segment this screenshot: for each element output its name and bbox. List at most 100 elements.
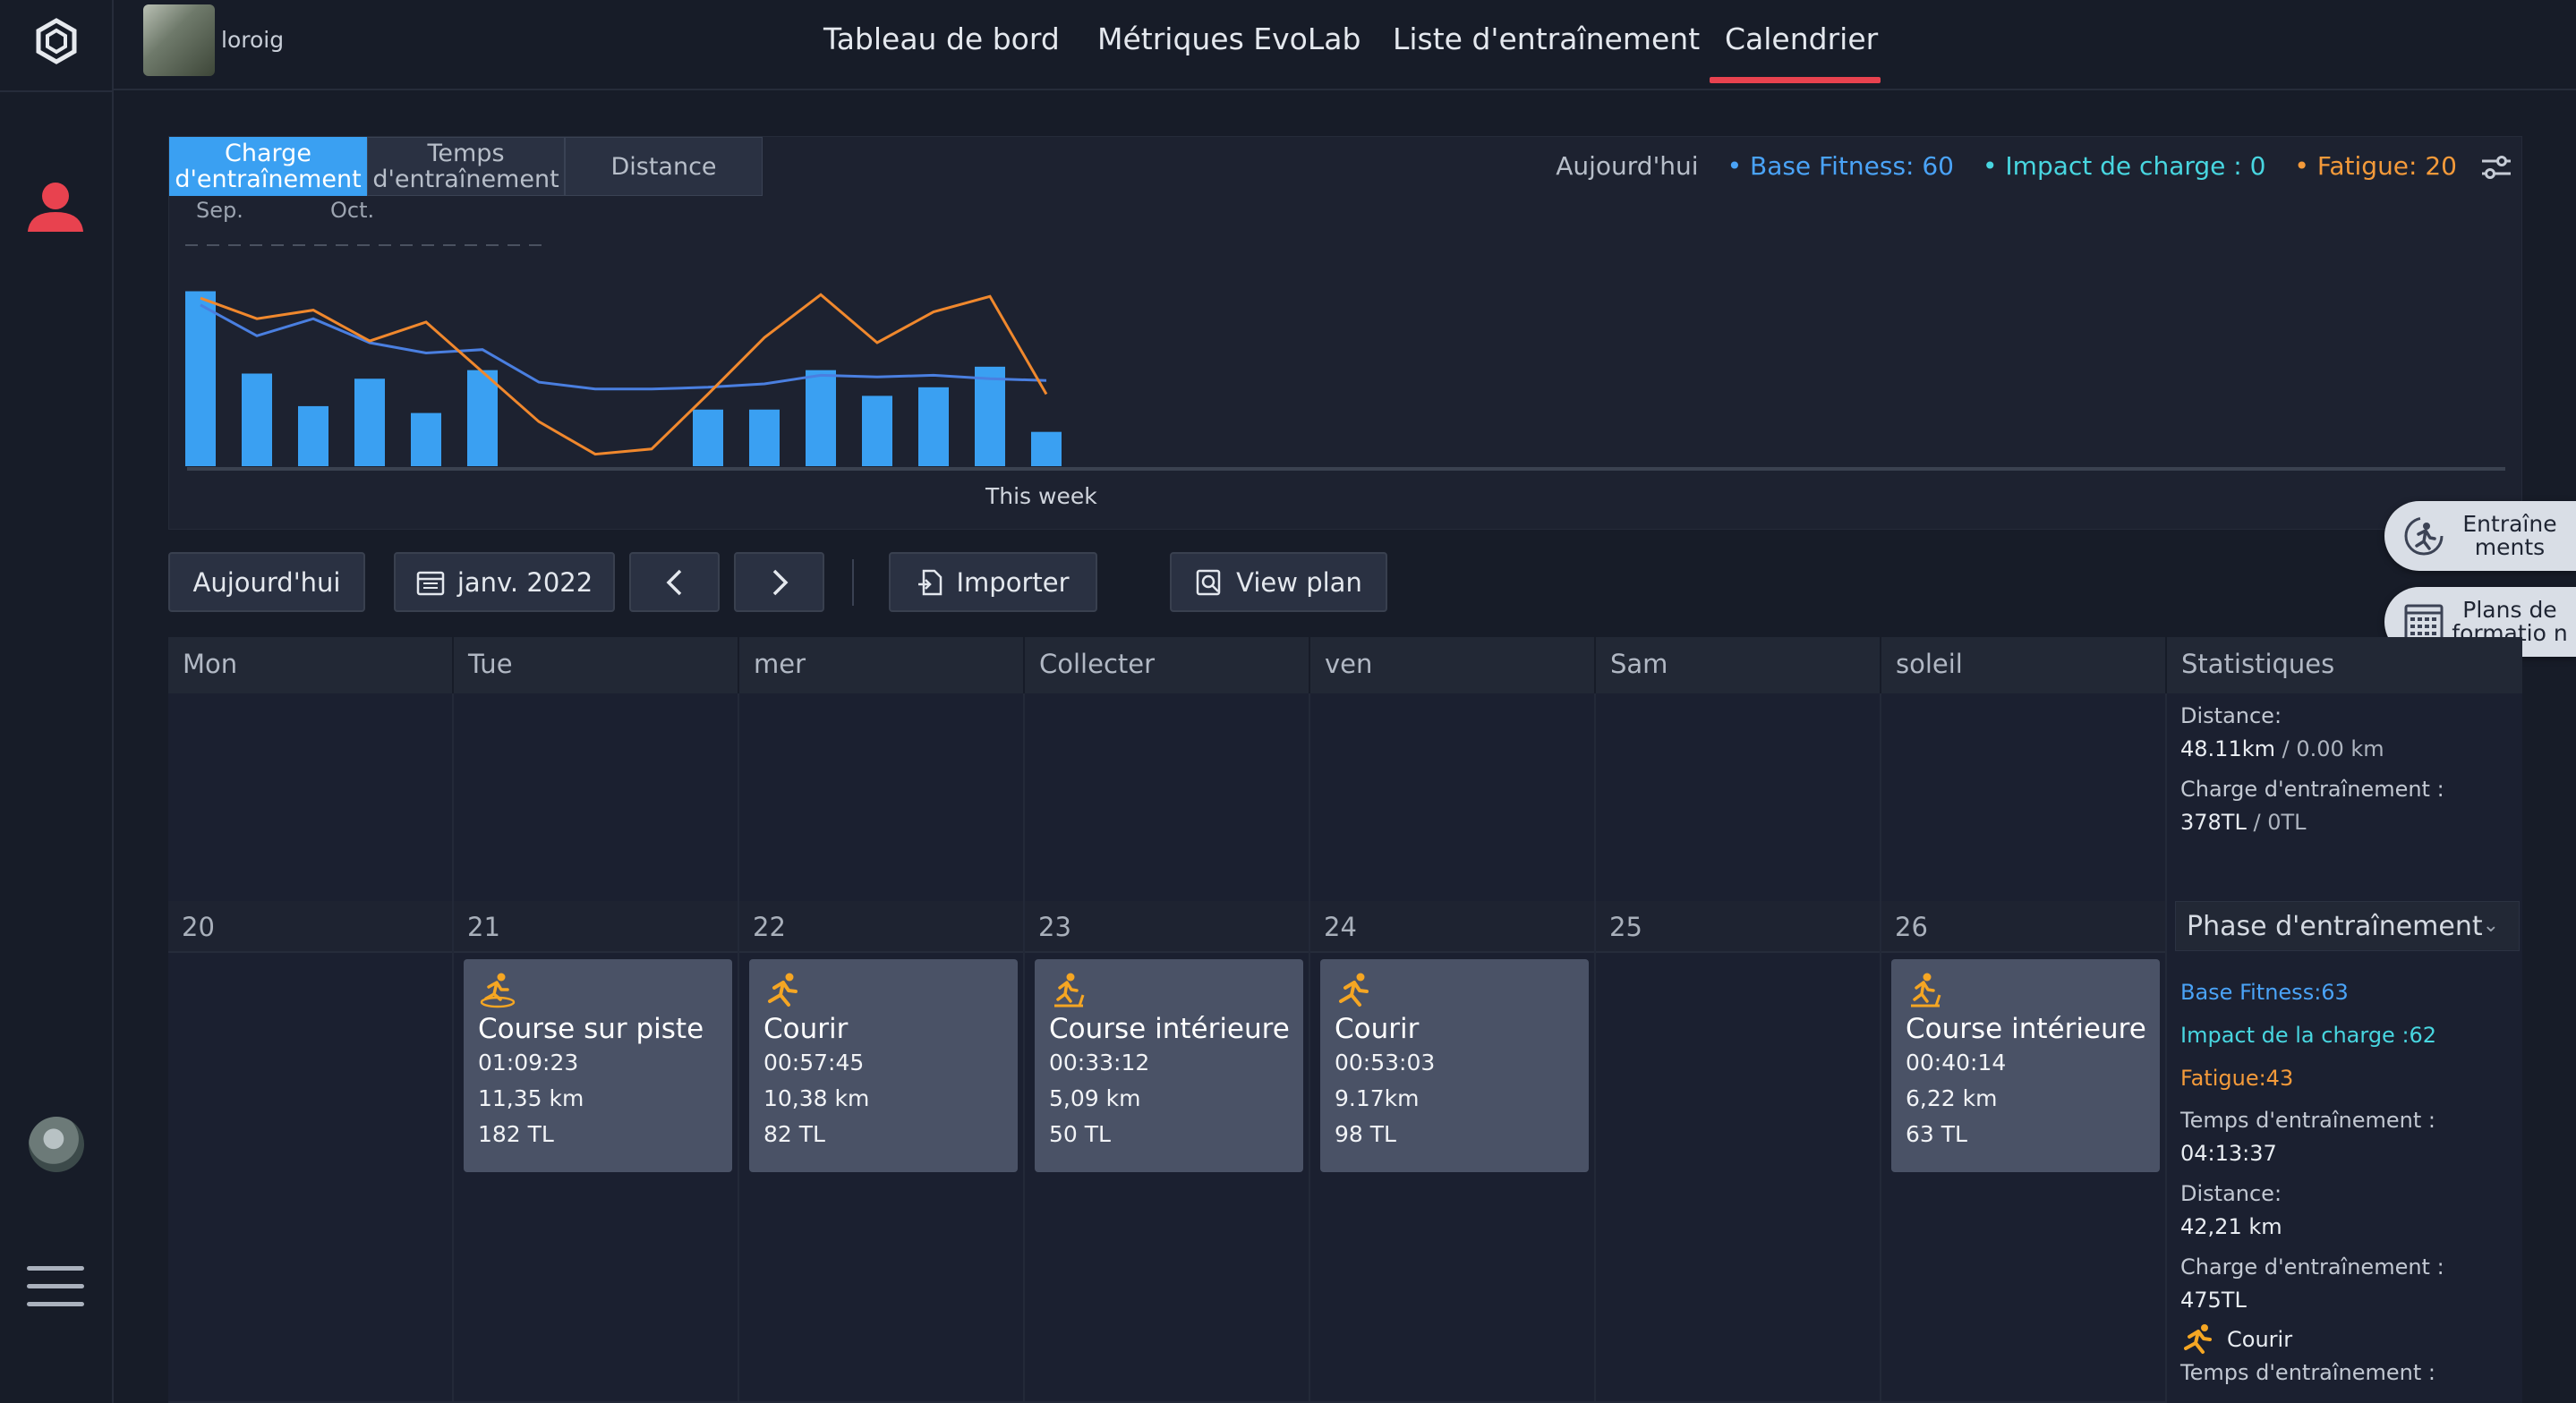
- stats-run-label: Courir: [2227, 1327, 2293, 1352]
- calendar-header-row: Mon Tue mer Collecter ven Sam soleil Sta…: [168, 637, 2522, 693]
- stats-load-actual: 378TL: [2180, 810, 2247, 835]
- previous-month-button[interactable]: [629, 552, 720, 612]
- activity-distance: 6,22 km: [1906, 1085, 1998, 1111]
- stats-base-fitness: Base Fitness:63: [2180, 980, 2349, 1005]
- activity-distance: 10,38 km: [763, 1085, 870, 1111]
- user-avatar[interactable]: [143, 4, 215, 76]
- chart-bar[interactable]: [242, 373, 272, 467]
- sidebar-divider: [0, 90, 114, 92]
- nav-tab-calendar[interactable]: Calendrier: [1725, 21, 1879, 56]
- chart-bar[interactable]: [918, 387, 949, 466]
- indoor-running-icon: [1911, 973, 1941, 1008]
- chevron-left-icon: [666, 569, 681, 595]
- training-load-chart-panel: Charge d'entraînement Temps d'entraîneme…: [168, 136, 2522, 530]
- chart-bar[interactable]: [806, 370, 836, 466]
- activity-duration: 00:57:45: [763, 1050, 865, 1076]
- activity-card[interactable]: Course intérieure 00:40:14 6,22 km 63 TL: [1891, 959, 2160, 1172]
- activity-load: 82 TL: [763, 1121, 825, 1147]
- chart-bar[interactable]: [467, 370, 498, 466]
- legend-today: Aujourd'hui: [1556, 151, 1699, 181]
- fatigue-line: [200, 293, 1048, 456]
- workouts-float-button[interactable]: Entraîne ments: [2384, 501, 2576, 571]
- avatar[interactable]: [29, 1117, 84, 1172]
- user-profile-icon[interactable]: [24, 176, 87, 239]
- activity-duration: 00:40:14: [1906, 1050, 2007, 1076]
- stats-distance-actual: 48.11km: [2180, 736, 2275, 761]
- day-number: 22: [753, 912, 786, 942]
- active-tab-indicator: [1710, 77, 1881, 83]
- chart-tab-training-load[interactable]: Charge d'entraînement: [169, 137, 367, 196]
- activity-title: Course intérieure: [1049, 1013, 1290, 1045]
- chart-bar[interactable]: [298, 405, 328, 466]
- day-cell[interactable]: 20: [168, 901, 454, 1403]
- username[interactable]: loroig: [221, 27, 285, 53]
- hamburger-menu-icon[interactable]: [27, 1266, 84, 1309]
- chart-bar[interactable]: [975, 366, 1005, 466]
- view-plan-button-label: View plan: [1236, 566, 1362, 598]
- activity-load: 50 TL: [1049, 1121, 1111, 1147]
- day-number: 26: [1895, 912, 1928, 942]
- activity-title: Course sur piste: [478, 1013, 704, 1045]
- activity-card[interactable]: Course sur piste 01:09:23 11,35 km 182 T…: [464, 959, 732, 1172]
- indoor-running-icon: [1054, 973, 1085, 1008]
- stats-load-label: Charge d'entraînement :: [2180, 777, 2444, 802]
- nav-tab-dashboard[interactable]: Tableau de bord: [823, 21, 1060, 56]
- nav-tab-training-list[interactable]: Liste d'entraînement: [1393, 21, 1701, 56]
- workouts-float-label: Entraîne ments: [2462, 511, 2557, 560]
- next-month-button[interactable]: [734, 552, 824, 612]
- import-button[interactable]: Importer: [889, 552, 1097, 612]
- workout-runner-icon: [2397, 509, 2451, 563]
- activity-load: 63 TL: [1906, 1121, 1967, 1147]
- legend-base-fitness: • Base Fitness: 60: [1727, 151, 1954, 181]
- activity-card[interactable]: Courir 00:57:45 10,38 km 82 TL: [749, 959, 1018, 1172]
- month-picker-label: janv. 2022: [456, 566, 593, 598]
- today-button[interactable]: Aujourd'hui: [168, 552, 365, 612]
- day-number: 25: [1609, 912, 1642, 942]
- statistics-header: Statistiques: [2181, 649, 2335, 679]
- training-plans-float-button[interactable]: Plans de formatio n: [2384, 587, 2576, 657]
- chart-bar[interactable]: [693, 409, 723, 466]
- day-number: 24: [1324, 912, 1357, 942]
- month-picker-button[interactable]: janv. 2022: [394, 552, 615, 612]
- chart-bar[interactable]: [411, 412, 441, 466]
- week-statistics: Base Fitness:63 Impact de la charge :62 …: [2167, 953, 2522, 1403]
- activity-duration: 01:09:23: [478, 1050, 579, 1076]
- chart-bar[interactable]: [354, 378, 385, 466]
- running-icon: [2184, 1324, 2212, 1354]
- chart-bar[interactable]: [185, 291, 216, 467]
- track-running-icon: [480, 973, 516, 1008]
- chart-bar[interactable]: [749, 409, 780, 466]
- chart-tab-training-time[interactable]: Temps d'entraînement: [367, 137, 565, 196]
- sidebar: [0, 0, 114, 1403]
- stats-distance-goal: / 0.00 km: [2274, 736, 2384, 761]
- legend-fatigue: • Fatigue: 20: [2294, 151, 2457, 181]
- chevron-down-icon: ⌄: [2482, 914, 2499, 937]
- nav-tab-evolab-metrics[interactable]: Métriques EvoLab: [1097, 21, 1361, 56]
- stats-distance-label: Distance:: [2180, 1181, 2282, 1206]
- app-logo-icon[interactable]: [31, 16, 81, 66]
- activity-title: Course intérieure: [1906, 1013, 2146, 1045]
- activity-title: Courir: [763, 1013, 849, 1045]
- stats-load-goal: / 0TL: [2246, 810, 2307, 835]
- view-plan-button[interactable]: View plan: [1170, 552, 1387, 612]
- weekday-header-fri: ven: [1310, 637, 1596, 693]
- activity-title: Courir: [1335, 1013, 1420, 1045]
- chart-tab-distance[interactable]: Distance: [565, 137, 763, 196]
- chart-legend: Aujourd'hui • Base Fitness: 60 • Impact …: [1556, 151, 2457, 181]
- day-cell[interactable]: 25: [1596, 901, 1881, 1403]
- stats-load-label: Charge d'entraînement :: [2180, 1254, 2444, 1280]
- activity-card[interactable]: Courir 00:53:03 9.17km 98 TL: [1320, 959, 1589, 1172]
- activity-card[interactable]: Course intérieure 00:33:12 5,09 km 50 TL: [1035, 959, 1303, 1172]
- day-number: 20: [182, 912, 215, 942]
- day-number: 21: [467, 912, 500, 942]
- activity-distance: 5,09 km: [1049, 1085, 1141, 1111]
- activity-distance: 9.17km: [1335, 1085, 1420, 1111]
- chart-bar[interactable]: [1031, 431, 1062, 466]
- chart-tabs: Charge d'entraînement Temps d'entraîneme…: [169, 137, 763, 196]
- chart-month-label-oct: Oct.: [330, 198, 374, 223]
- training-phase-dropdown[interactable]: Phase d'entraînement ⌄: [2175, 901, 2520, 951]
- chart-settings-sliders-icon[interactable]: [2480, 153, 2512, 182]
- toolbar-divider: [852, 559, 854, 606]
- chart-bar[interactable]: [862, 395, 892, 466]
- activity-distance: 11,35 km: [478, 1085, 584, 1111]
